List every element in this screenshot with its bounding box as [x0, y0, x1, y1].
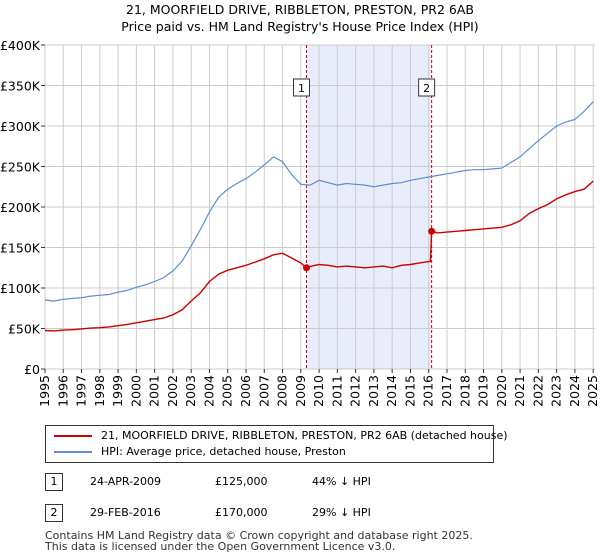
x-tick-label: 2000 [128, 375, 143, 407]
legend: 21, MOORFIELD DRIVE, RIBBLETON, PRESTON,… [45, 425, 508, 463]
x-tick-label: 2010 [311, 375, 326, 407]
y-tick-label: £400K [0, 38, 41, 53]
x-tick-label: 2007 [256, 375, 271, 407]
x-tick-label: 1999 [110, 375, 125, 407]
sale-label-number: 1 [298, 82, 305, 95]
x-tick-label: 2015 [402, 375, 417, 407]
y-tick-label: £350K [0, 79, 41, 94]
sale-point [302, 264, 310, 272]
x-tick-label: 2002 [165, 375, 180, 407]
sale-markers [302, 227, 436, 272]
sale-label-number: 2 [423, 82, 430, 95]
x-tick-label: 2013 [366, 375, 381, 407]
legend-hpi-swatch [54, 451, 92, 453]
x-tick-label: 2020 [494, 375, 509, 407]
x-tick-label: 2001 [147, 375, 162, 407]
y-tick-label: £100K [0, 281, 41, 296]
y-tick-label: £0 [24, 362, 40, 377]
x-tick-label: 2004 [201, 375, 216, 407]
footer-line2: This data is licensed under the Open Gov… [45, 540, 396, 553]
x-tick-label: 1996 [55, 375, 70, 407]
x-tick-label: 2008 [275, 375, 290, 407]
y-tick-label: £150K [0, 241, 41, 256]
y-axis-ticks: £0 £50K £100K £150K £200K £250K £300K £350K £400… [0, 38, 45, 377]
x-tick-label: 1995 [37, 375, 52, 407]
chart-title-line2: Price paid vs. HM Land Registry's House … [121, 19, 479, 34]
x-tick-label: 2024 [567, 375, 582, 407]
transaction-price: £170,000 [215, 506, 268, 519]
y-tick-label: £200K [0, 200, 41, 215]
x-tick-label: 2009 [293, 375, 308, 407]
transaction-date: 29-FEB-2016 [90, 506, 161, 519]
x-tick-label: 2021 [512, 375, 527, 407]
transaction-price: £125,000 [215, 475, 268, 488]
x-tick-label: 1998 [92, 375, 107, 407]
transaction-hpi-diff: 44% ↓ HPI [312, 475, 371, 488]
sale-vertical-lines [305, 45, 433, 369]
x-tick-label: 2011 [329, 375, 344, 407]
transaction-number-badge: 1 [45, 473, 63, 491]
y-tick-label: £300K [0, 119, 41, 134]
x-tick-label: 2012 [348, 375, 363, 407]
chart-title-line1: 21, MOORFIELD DRIVE, RIBBLETON, PRESTON,… [126, 2, 474, 17]
x-tick-label: 2003 [183, 375, 198, 407]
footer-text: Contains HM Land Registry data © Crown c… [45, 530, 473, 552]
y-tick-label: £250K [0, 160, 41, 175]
x-axis-ticks: 1995 1996 1997 1998 1999 2000 2001 2002 2003 2004… [37, 369, 600, 407]
x-tick-label: 2018 [457, 375, 472, 407]
legend-hpi-label: HPI: Average price, detached house, Pres… [101, 445, 346, 458]
transaction-hpi-diff: 29% ↓ HPI [312, 506, 371, 519]
x-tick-label: 2016 [421, 375, 436, 407]
transaction-date: 24-APR-2009 [90, 475, 162, 488]
transaction-number-badge: 2 [45, 504, 63, 522]
x-tick-label: 2022 [530, 375, 545, 407]
x-tick-label: 2025 [585, 375, 600, 407]
x-tick-label: 2005 [220, 375, 235, 407]
x-tick-label: 2017 [439, 375, 454, 407]
x-tick-label: 1997 [74, 375, 89, 407]
x-tick-label: 2014 [384, 375, 399, 407]
sale-label-box [292, 78, 310, 97]
legend-property-label: 21, MOORFIELD DRIVE, RIBBLETON, PRESTON,… [101, 429, 508, 442]
footer-line1: Contains HM Land Registry data © Crown c… [45, 529, 473, 542]
sale-label-box [418, 78, 436, 97]
x-tick-label: 2023 [549, 375, 564, 407]
y-tick-label: £50K [8, 322, 41, 337]
property-series-line [44, 180, 594, 332]
hpi-series-line [44, 101, 594, 302]
legend-property-swatch [54, 435, 92, 437]
x-tick-label: 2019 [476, 375, 491, 407]
sale-point [428, 227, 436, 235]
x-tick-label: 2006 [238, 375, 253, 407]
